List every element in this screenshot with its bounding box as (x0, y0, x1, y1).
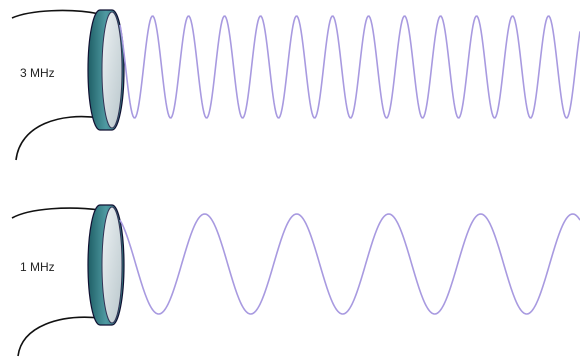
cable (12, 11, 100, 18)
page: 3 MHz 1 MHz (() => { const data = JSON.p… (0, 0, 580, 360)
transducer-1mhz: 1 MHz (12, 205, 580, 356)
frequency-label: 3 MHz (20, 66, 55, 80)
wave (120, 16, 580, 118)
cable (16, 117, 100, 160)
transducer-face (102, 207, 122, 323)
transducer-face (102, 12, 122, 128)
wave (120, 214, 580, 314)
diagram: 3 MHz 1 MHz (0, 0, 580, 360)
frequency-label: 1 MHz (20, 260, 55, 274)
cable (18, 317, 100, 356)
cable (12, 208, 100, 218)
transducer-3mhz: 3 MHz (12, 10, 580, 160)
